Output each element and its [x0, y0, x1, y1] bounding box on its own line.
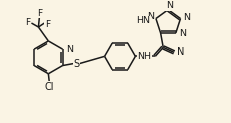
Text: NH: NH	[137, 52, 151, 61]
Text: F: F	[25, 18, 30, 27]
Text: N: N	[179, 30, 186, 38]
Text: HN: HN	[136, 16, 150, 25]
Text: N: N	[67, 45, 73, 54]
Text: F: F	[37, 9, 42, 18]
Text: Cl: Cl	[45, 82, 54, 92]
Text: N: N	[177, 47, 185, 57]
Text: N: N	[183, 13, 191, 22]
Text: F: F	[45, 20, 50, 29]
Text: N: N	[147, 12, 154, 21]
Text: S: S	[73, 59, 79, 69]
Text: N: N	[166, 1, 173, 10]
